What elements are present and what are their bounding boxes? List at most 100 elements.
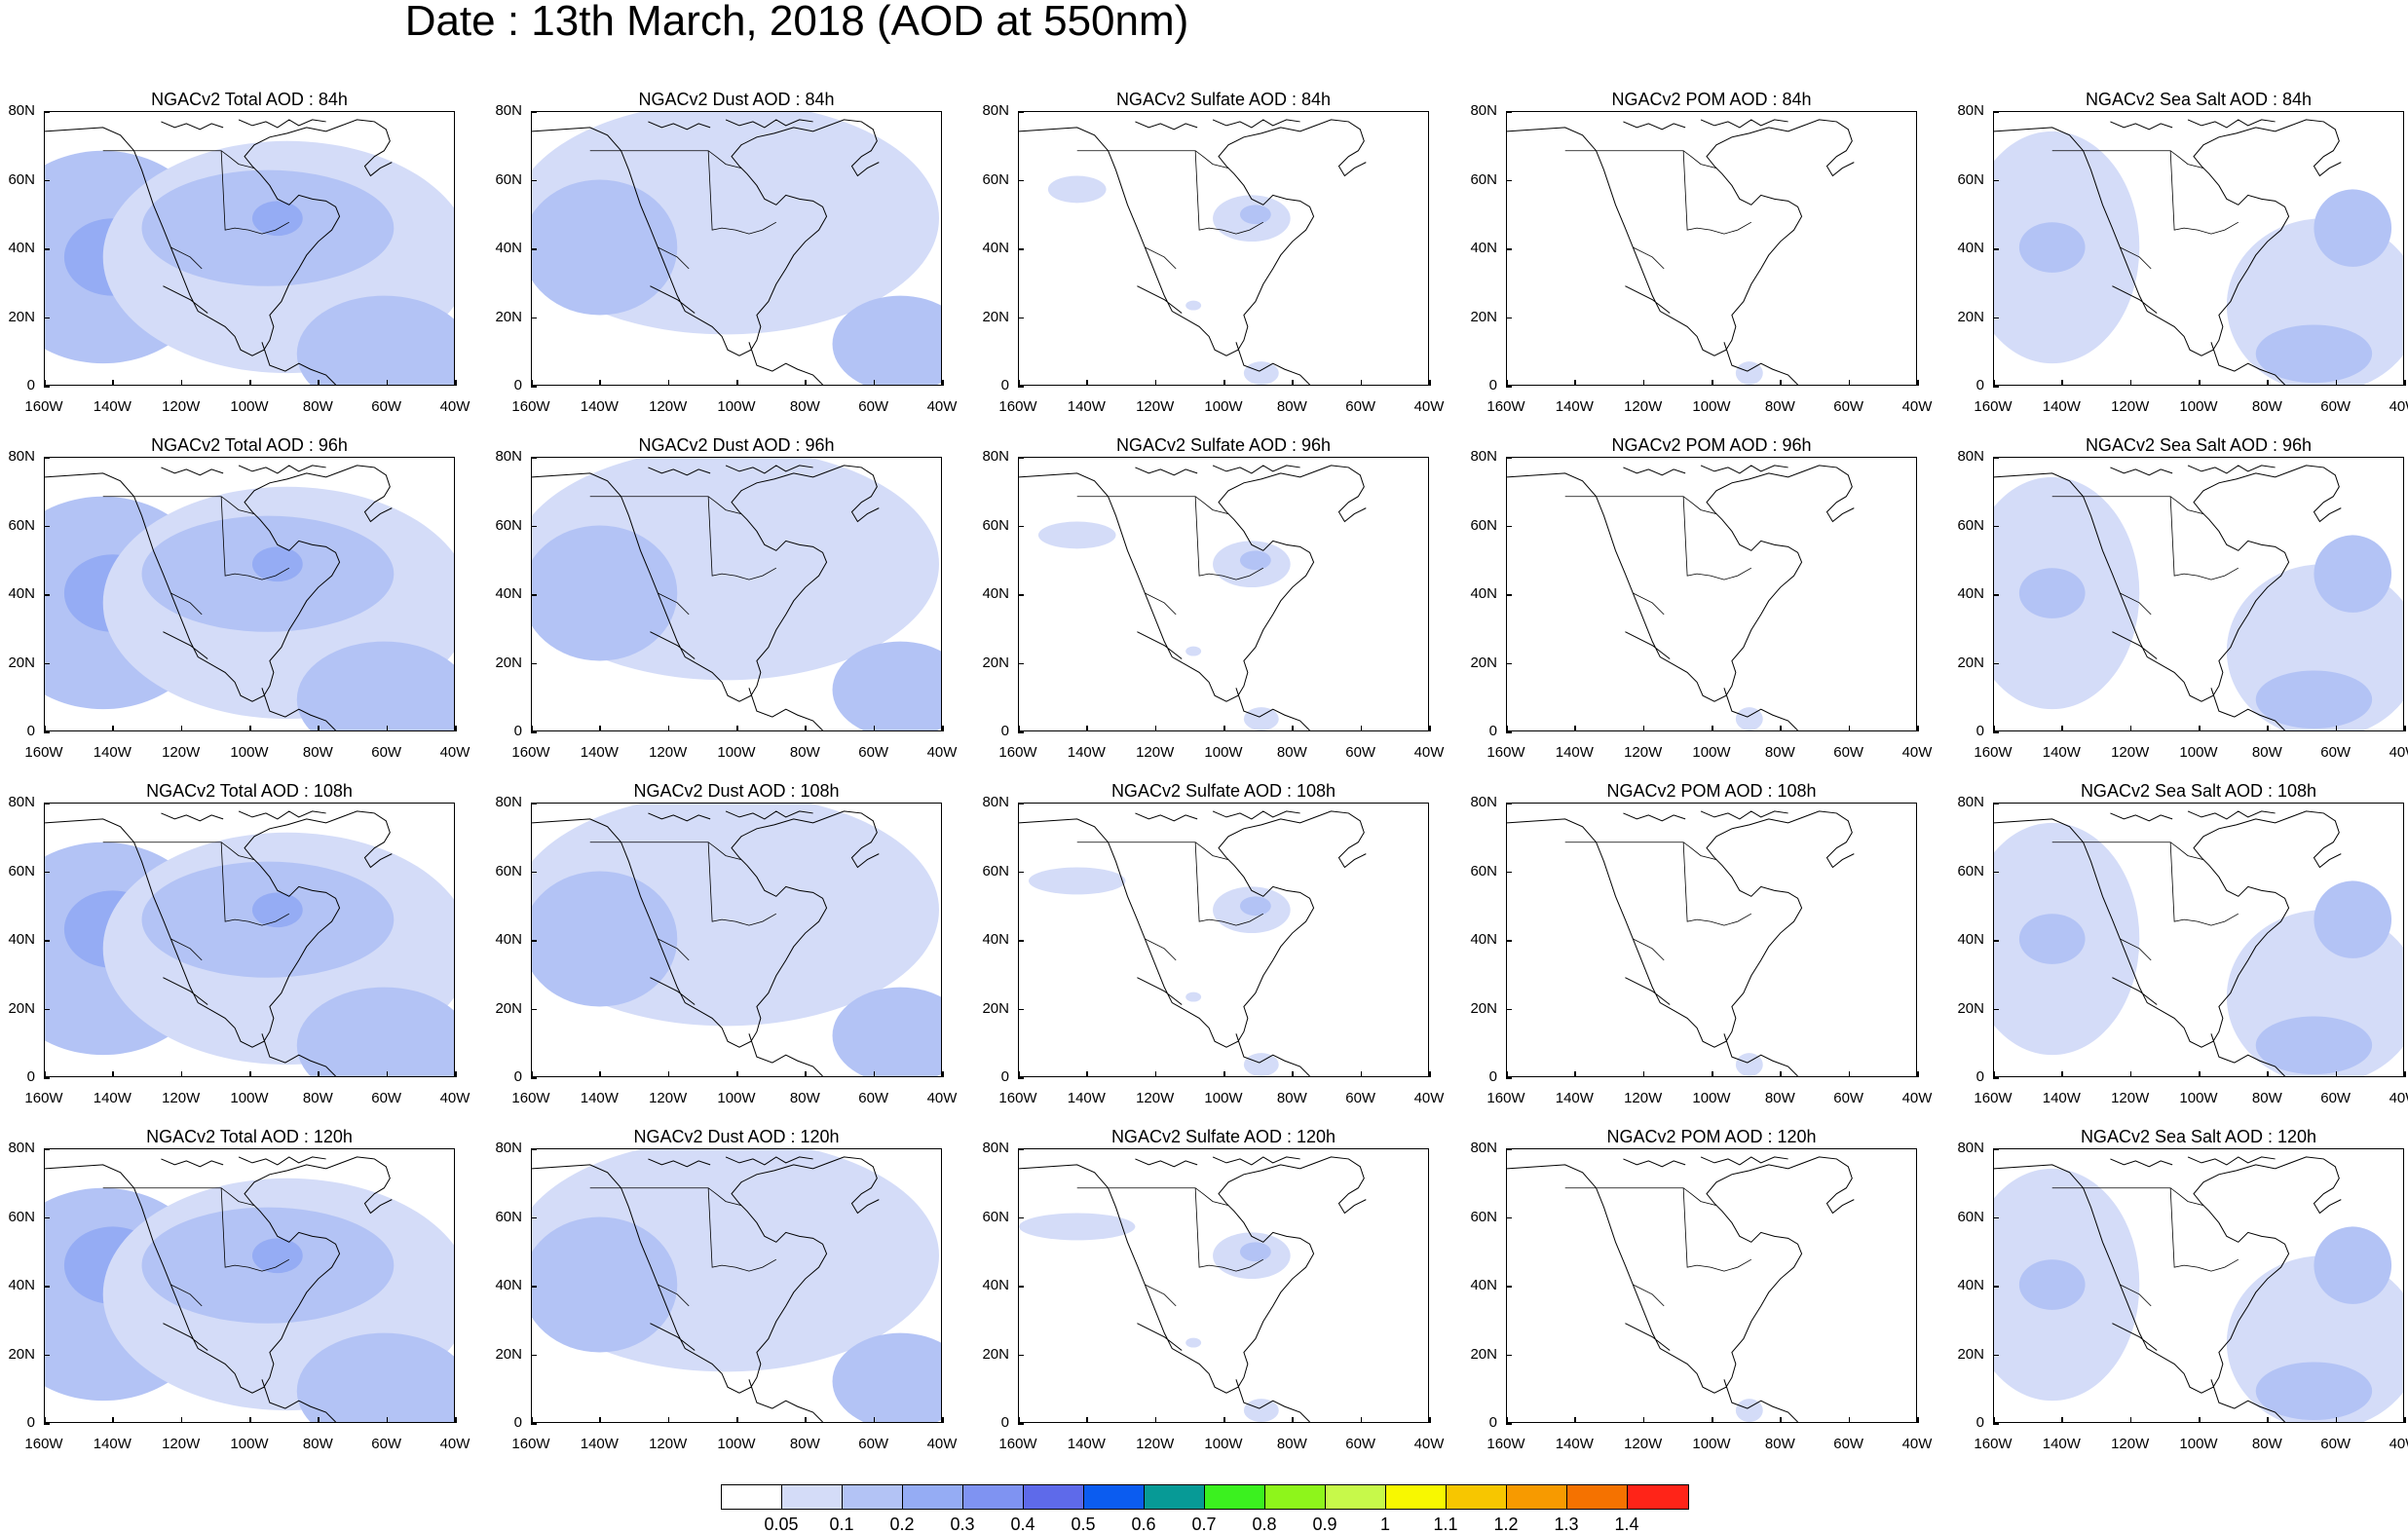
y-tick-label: 0 (1488, 1414, 1497, 1431)
x-tick (2061, 1071, 2063, 1077)
x-tick-label: 100W (1204, 1090, 1243, 1106)
y-tick-label: 0 (1000, 377, 1009, 393)
map-panel: NGACv2 Total AOD : 96h 80N 60N 40N 20N 0 160W 1… (0, 435, 472, 767)
y-tick (531, 386, 537, 388)
x-tick (531, 1071, 533, 1077)
y-tick-label: 20N (495, 999, 522, 1017)
x-tick (249, 1417, 251, 1423)
y-tick-label: 20N (982, 999, 1009, 1017)
aod-shading (1243, 1399, 1279, 1422)
colorbar-swatch (1507, 1485, 1567, 1509)
aod-shading (532, 871, 678, 1007)
colorbar-label: 0.2 (889, 1515, 915, 1534)
aod-shading (1185, 300, 1202, 311)
panel-title: NGACv2 Sulfate AOD : 108h (1110, 781, 1336, 801)
panel-title: NGACv2 Sulfate AOD : 120h (1110, 1127, 1336, 1146)
x-tick-label: 140W (580, 1090, 619, 1106)
x-tick-label: 100W (2179, 744, 2218, 761)
y-tick-label: 40N (8, 931, 35, 948)
y-tick (1993, 1286, 1999, 1288)
x-tick (942, 1071, 944, 1077)
x-tick-label: 160W (24, 744, 63, 761)
aod-shading (532, 1216, 678, 1353)
y-tick-label: 60N (1957, 170, 1984, 188)
y-tick (1993, 1148, 1999, 1150)
y-tick (1018, 662, 1024, 664)
colorbar-label: 1.3 (1554, 1515, 1579, 1534)
x-tick-label: 100W (2179, 398, 2218, 415)
y-tick-label: 60N (1470, 516, 1497, 534)
x-tick-label: 80W (1764, 1436, 1795, 1452)
x-tick-label: 80W (302, 1090, 333, 1106)
aod-shading (832, 641, 941, 730)
y-tick-label: 0 (1975, 377, 1984, 393)
x-tick (112, 1417, 114, 1423)
x-tick-label: 100W (717, 1090, 756, 1106)
aod-shading (251, 892, 303, 928)
y-tick (531, 525, 537, 527)
colorbar-swatch (1567, 1485, 1628, 1509)
x-tick-label: 100W (1204, 398, 1243, 415)
x-tick-label: 120W (1624, 398, 1663, 415)
x-tick-label: 60W (2320, 1436, 2352, 1452)
country-borders (1564, 496, 1752, 616)
panel-title: NGACv2 Sea Salt AOD : 108h (2080, 781, 2317, 801)
y-tick-label: 80N (495, 448, 522, 465)
colorbar-label: 0.1 (829, 1515, 854, 1534)
aod-shading (2255, 324, 2373, 384)
x-tick (1018, 726, 1020, 731)
coastline (1994, 810, 2342, 1076)
y-tick (1993, 1008, 1999, 1010)
x-tick (1848, 380, 1851, 386)
y-tick (1018, 731, 1024, 733)
y-tick (44, 1354, 50, 1356)
x-tick-label: 60W (371, 744, 402, 761)
map-plot-area (1018, 111, 1429, 386)
y-tick-label: 40N (1470, 240, 1497, 256)
aod-shading (532, 179, 678, 316)
aod-shading (1243, 1053, 1279, 1076)
y-tick-label: 40N (1470, 585, 1497, 602)
x-tick (805, 726, 807, 731)
x-tick (1360, 1417, 1363, 1423)
y-tick-label: 60N (1470, 170, 1497, 188)
x-tick (1574, 1071, 1576, 1077)
panel-title: NGACv2 POM AOD : 120h (1606, 1127, 1817, 1146)
map-plot-area (44, 111, 455, 386)
x-tick-label: 40W (926, 398, 958, 415)
x-tick (1642, 726, 1645, 731)
map-plot-area (1993, 457, 2404, 731)
y-tick (531, 1354, 537, 1356)
y-tick-label: 80N (1470, 794, 1497, 810)
x-tick (1993, 380, 1995, 386)
y-tick-label: 80N (1470, 448, 1497, 465)
y-tick (44, 1148, 50, 1150)
x-tick (1712, 726, 1713, 731)
x-tick-label: 160W (511, 398, 550, 415)
y-tick (1506, 248, 1512, 250)
y-tick (1506, 594, 1512, 596)
x-tick-label: 40W (439, 1436, 470, 1452)
y-tick (1993, 317, 1999, 318)
map-panel: NGACv2 Sulfate AOD : 84h 80N 60N 40N 20N 0 160… (974, 90, 1447, 421)
x-tick-label: 80W (1764, 1090, 1795, 1106)
x-tick-label: 120W (162, 398, 201, 415)
x-tick (2404, 1417, 2406, 1423)
coastline (45, 119, 393, 385)
aod-shading (1239, 896, 1271, 917)
aod-shading (1735, 361, 1763, 385)
panel-title: NGACv2 POM AOD : 84h (1611, 90, 1812, 109)
map-plot-area (531, 457, 942, 731)
x-tick (736, 1417, 738, 1423)
x-tick-label: 60W (1833, 1436, 1864, 1452)
y-tick (1018, 803, 1024, 804)
y-tick (1018, 871, 1024, 873)
x-tick-label: 60W (858, 1436, 889, 1452)
y-tick-label: 20N (8, 654, 35, 671)
x-tick-label: 80W (789, 744, 820, 761)
x-tick (873, 380, 876, 386)
y-tick-label: 80N (8, 102, 35, 119)
panel-title: NGACv2 Total AOD : 96h (151, 435, 348, 455)
y-tick-label: 80N (982, 794, 1009, 810)
country-borders (1564, 150, 1752, 270)
